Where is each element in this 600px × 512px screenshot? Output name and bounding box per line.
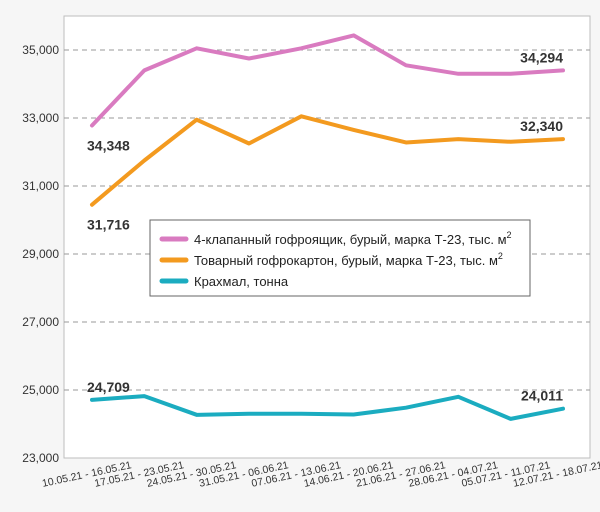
legend-entry: Крахмал, тонна — [194, 274, 289, 289]
y-tick-label: 35,000 — [22, 43, 59, 57]
data-label: 34,348 — [87, 137, 130, 153]
data-label: 24,709 — [87, 379, 130, 395]
y-tick-label: 31,000 — [22, 179, 59, 193]
data-label: 31,716 — [87, 217, 130, 233]
series-lines — [90, 33, 565, 421]
legend-box — [149, 219, 531, 297]
y-axis-ticks: 23,000 25,000 27,000 29,000 31,000 33,000 35,0… — [22, 43, 59, 465]
y-tick-label: 29,000 — [22, 247, 59, 261]
data-label: 32,340 — [520, 118, 563, 134]
data-label: 34,294 — [520, 49, 563, 65]
series-line-0 — [90, 33, 565, 128]
legend: 4-клапанный гофроящик, бурый, марка Т-23… — [149, 219, 531, 297]
y-tick-label: 23,000 — [22, 451, 59, 465]
y-tick-label: 25,000 — [22, 383, 59, 397]
series-line-1 — [90, 114, 565, 207]
data-labels: 34,348 34,294 31,716 32,340 24,709 24,011 — [87, 49, 563, 403]
series-line-2 — [90, 394, 565, 421]
y-tick-label: 33,000 — [22, 111, 59, 125]
y-tick-label: 27,000 — [22, 315, 59, 329]
data-label: 24,011 — [521, 388, 563, 404]
legend-entry: 4-клапанный гофроящик, бурый, марка Т-23… — [194, 230, 512, 247]
legend-entry: Товарный гофрокартон, бурый, марка Т-23,… — [194, 251, 503, 268]
